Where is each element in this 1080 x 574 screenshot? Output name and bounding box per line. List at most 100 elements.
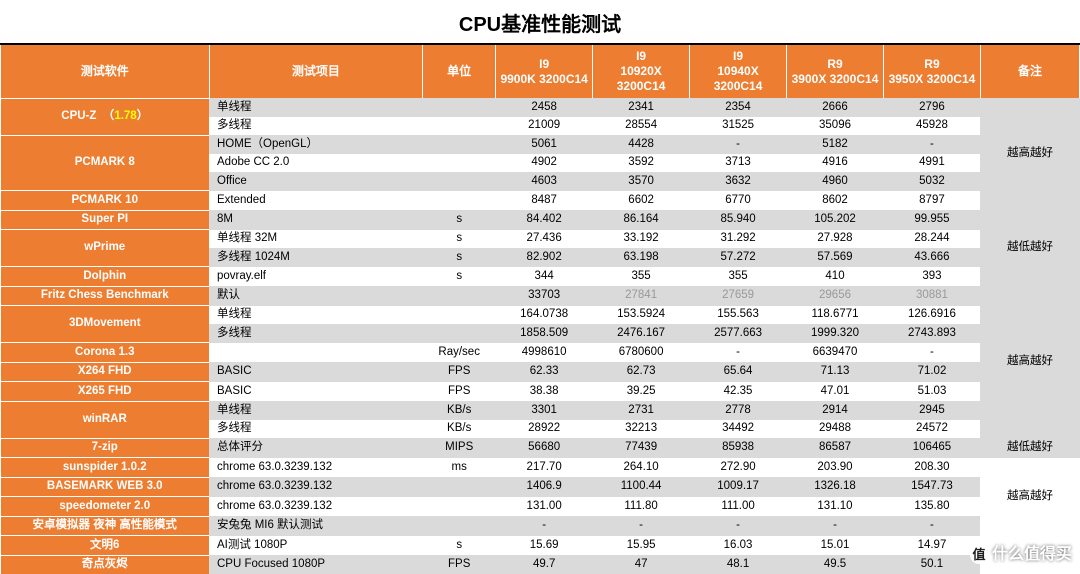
value-cell: 2354 <box>690 98 787 117</box>
value-cell: 272.90 <box>690 458 787 478</box>
value-cell: 8602 <box>787 191 884 211</box>
item-cell <box>209 343 423 363</box>
unit-cell <box>423 286 496 306</box>
item-cell: chrome 63.0.3239.132 <box>209 497 423 517</box>
software-cell: speedometer 2.0 <box>1 497 210 517</box>
unit-cell: KB/s <box>423 420 496 439</box>
unit-cell: FPS <box>423 555 496 574</box>
value-cell: 34492 <box>690 420 787 439</box>
value-cell: 43.666 <box>883 248 980 267</box>
value-cell: 4916 <box>787 154 884 173</box>
value-cell: 2666 <box>787 98 884 117</box>
value-cell: 1326.18 <box>787 477 884 497</box>
table-row: Super PI8Ms84.40286.16485.940105.20299.9… <box>1 210 1080 230</box>
table-row: PCMARK 8HOME（OpenGL）50614428-5182- <box>1 135 1080 154</box>
software-cell: 奇点灰烬 <box>1 555 210 574</box>
value-cell: 50.1 <box>883 555 980 574</box>
value-cell: - <box>883 516 980 536</box>
item-cell: Adobe CC 2.0 <box>209 154 423 173</box>
page-title: CPU基准性能测试 <box>0 0 1080 45</box>
table-row: wPrime单线程 32Ms27.43633.19231.29227.92828… <box>1 230 1080 249</box>
value-cell: - <box>690 135 787 154</box>
value-cell: - <box>883 135 980 154</box>
software-cell: Super PI <box>1 210 210 230</box>
value-cell: 111.80 <box>593 497 690 517</box>
item-cell: AI测试 1080P <box>209 536 423 556</box>
software-cell: Fritz Chess Benchmark <box>1 286 210 306</box>
software-cell: 3DMovement <box>1 306 210 343</box>
unit-cell <box>423 98 496 117</box>
value-cell: 106465 <box>883 438 980 458</box>
unit-cell <box>423 497 496 517</box>
value-cell: 1547.73 <box>883 477 980 497</box>
unit-cell: KB/s <box>423 401 496 420</box>
software-cell: wPrime <box>1 230 210 267</box>
software-cell: Corona 1.3 <box>1 343 210 363</box>
value-cell: 1100.44 <box>593 477 690 497</box>
value-cell: 4603 <box>496 172 593 191</box>
value-cell: 6639470 <box>787 343 884 363</box>
unit-cell: MIPS <box>423 438 496 458</box>
value-cell: 27.436 <box>496 230 593 249</box>
software-cell: sunspider 1.0.2 <box>1 458 210 478</box>
unit-cell: s <box>423 248 496 267</box>
value-cell: 5061 <box>496 135 593 154</box>
value-cell: 71.13 <box>787 362 884 382</box>
software-cell: winRAR <box>1 401 210 438</box>
value-cell: 164.0738 <box>496 306 593 325</box>
value-cell: 15.69 <box>496 536 593 556</box>
value-cell: 28.244 <box>883 230 980 249</box>
unit-cell: FPS <box>423 382 496 402</box>
table-row: 安卓模拟器 夜神 高性能模式安兔兔 MI6 默认测试----- <box>1 516 1080 536</box>
value-cell: - <box>883 343 980 363</box>
value-cell: 15.95 <box>593 536 690 556</box>
value-cell: 35096 <box>787 117 884 136</box>
value-cell: 4960 <box>787 172 884 191</box>
value-cell: 1858.509 <box>496 324 593 343</box>
table-row: CPU-Z （1.78）单线程24582341235426662796越高越好 <box>1 98 1080 117</box>
item-cell: CPU Focused 1080P <box>209 555 423 574</box>
value-cell: 2796 <box>883 98 980 117</box>
item-cell: chrome 63.0.3239.132 <box>209 458 423 478</box>
value-cell: 47 <box>593 555 690 574</box>
value-cell: 57.272 <box>690 248 787 267</box>
value-cell: 62.33 <box>496 362 593 382</box>
value-cell: 355 <box>593 267 690 287</box>
note-cell: 越高越好 <box>980 98 1079 210</box>
value-cell: 135.80 <box>883 497 980 517</box>
value-cell: 16.03 <box>690 536 787 556</box>
value-cell: 47.01 <box>787 382 884 402</box>
benchmark-table: 测试软件测试项目单位I99900K 3200C14I910920X 3200C1… <box>0 45 1080 574</box>
value-cell: 4428 <box>593 135 690 154</box>
value-cell: 31525 <box>690 117 787 136</box>
note-cell: 越低越好 <box>980 438 1079 458</box>
value-cell: 65.64 <box>690 362 787 382</box>
col-header: 测试软件 <box>1 45 210 98</box>
table-row: sunspider 1.0.2chrome 63.0.3239.132ms217… <box>1 458 1080 478</box>
value-cell: 21009 <box>496 117 593 136</box>
item-cell: 默认 <box>209 286 423 306</box>
value-cell: 51.03 <box>883 382 980 402</box>
col-header: 单位 <box>423 45 496 98</box>
software-cell: Dolphin <box>1 267 210 287</box>
unit-cell <box>423 516 496 536</box>
value-cell: 3592 <box>593 154 690 173</box>
unit-cell <box>423 324 496 343</box>
item-cell: chrome 63.0.3239.132 <box>209 477 423 497</box>
unit-cell <box>423 154 496 173</box>
value-cell: 344 <box>496 267 593 287</box>
value-cell: 63.198 <box>593 248 690 267</box>
value-cell: - <box>690 343 787 363</box>
value-cell: 38.38 <box>496 382 593 402</box>
unit-cell <box>423 135 496 154</box>
value-cell: 77439 <box>593 438 690 458</box>
value-cell: 49.5 <box>787 555 884 574</box>
value-cell: 99.955 <box>883 210 980 230</box>
software-cell: BASEMARK WEB 3.0 <box>1 477 210 497</box>
value-cell: 85938 <box>690 438 787 458</box>
value-cell: 29488 <box>787 420 884 439</box>
value-cell: 355 <box>690 267 787 287</box>
value-cell: 8797 <box>883 191 980 211</box>
table-row: Fritz Chess Benchmark默认33703278412765929… <box>1 286 1080 306</box>
value-cell: 1009.17 <box>690 477 787 497</box>
